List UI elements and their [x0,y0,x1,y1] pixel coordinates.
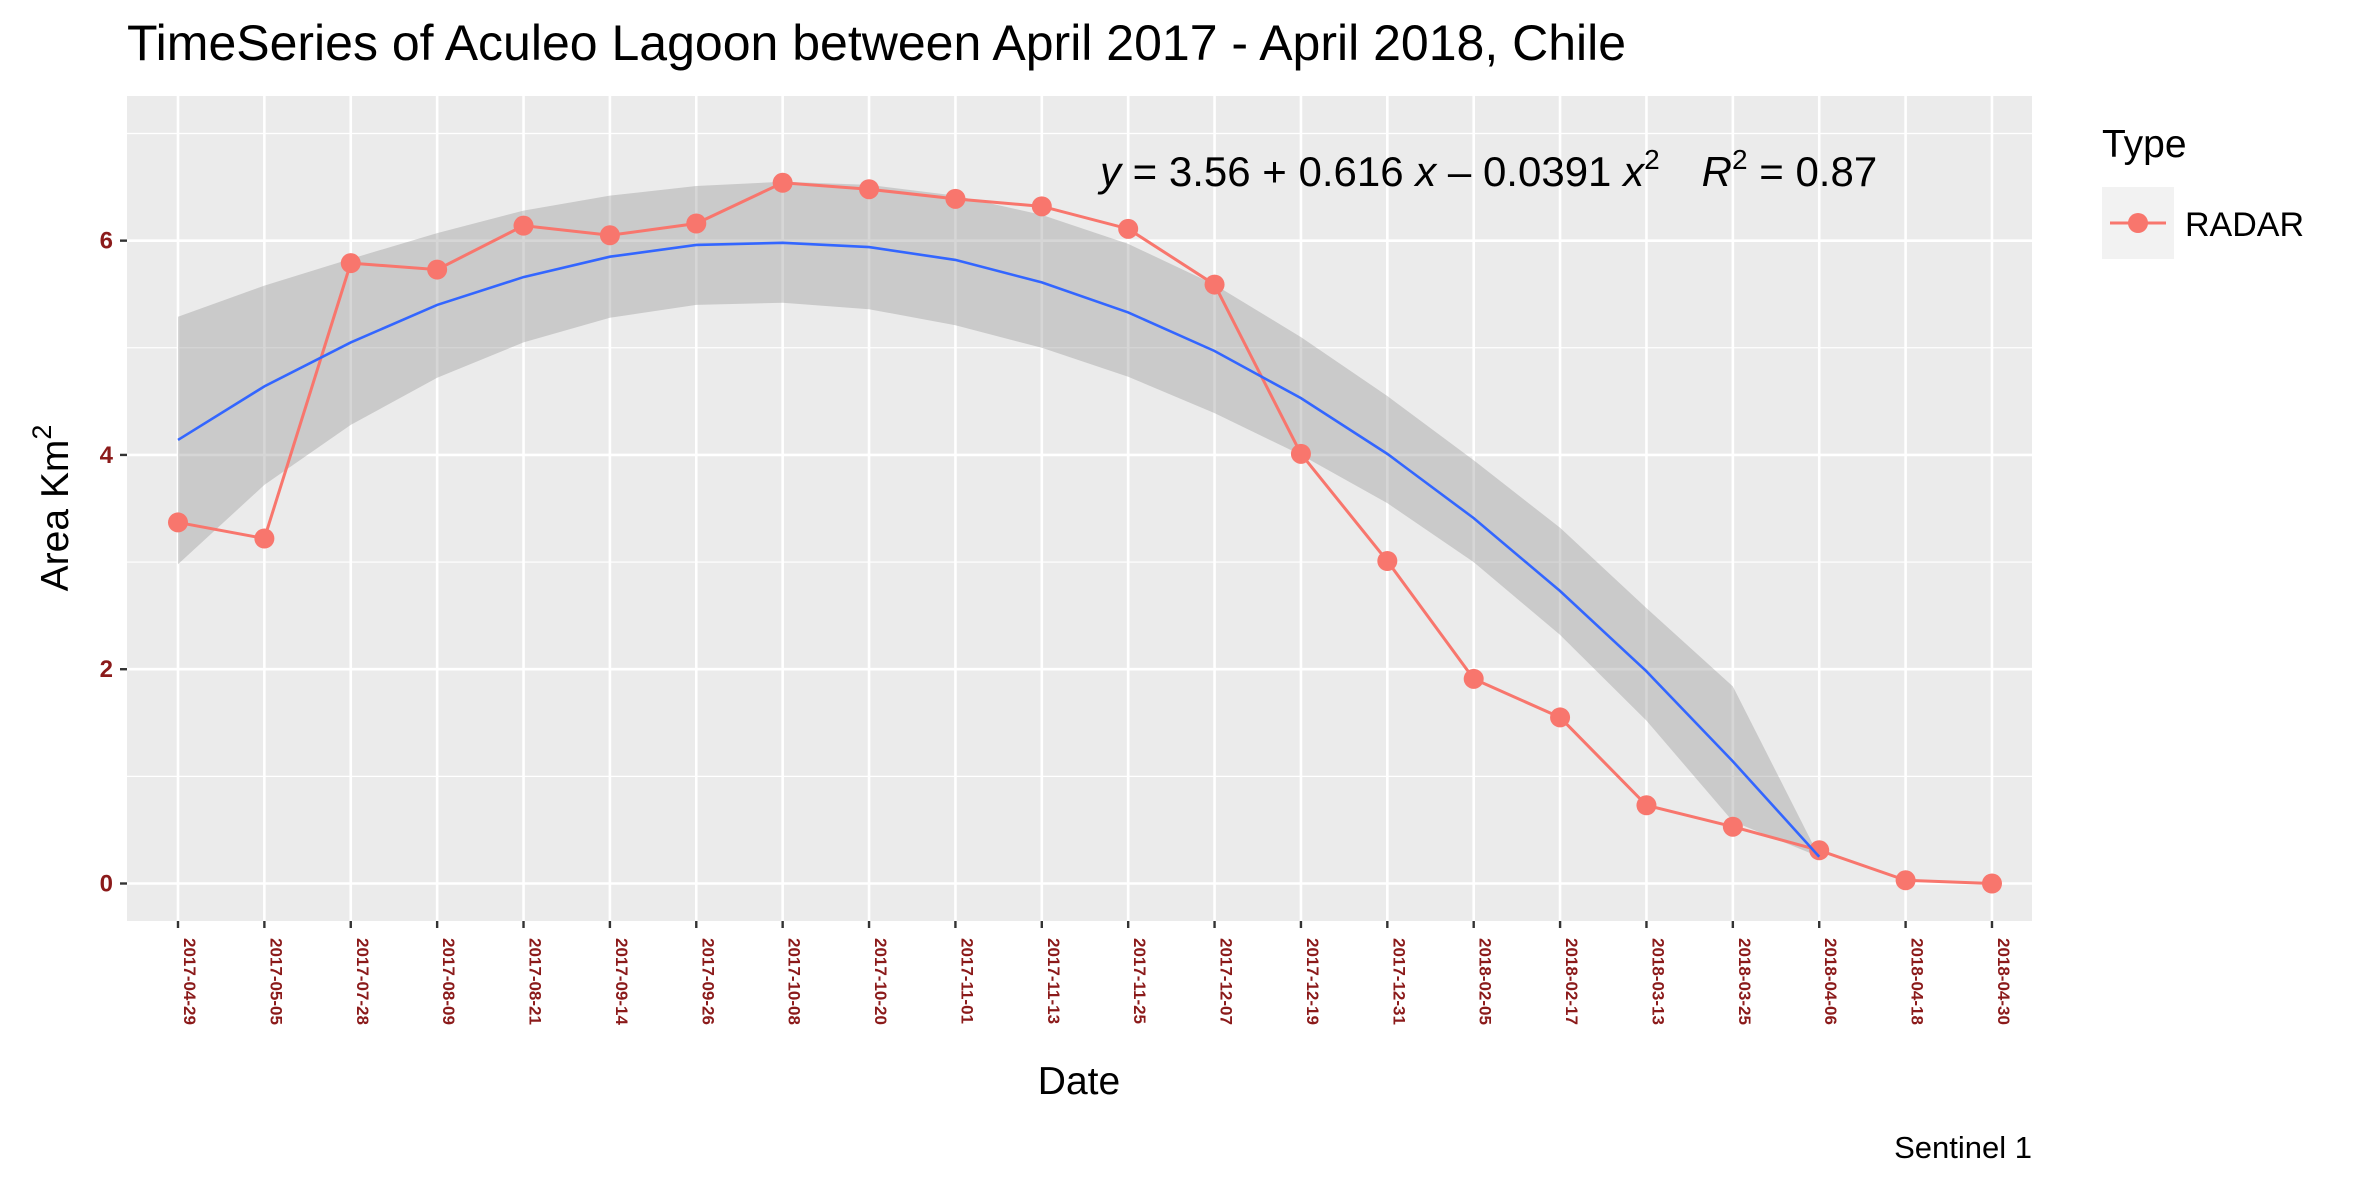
eq-r-exponent: 2 [1732,144,1748,175]
x-tick-label: 2018-04-18 [1908,938,1927,1025]
radar-point [599,225,620,246]
x-tick-label: 2017-11-25 [1130,938,1149,1024]
x-tick-label: 2017-12-07 [1217,938,1236,1025]
y-tick-label: 0 [100,871,113,898]
x-tick-label: 2017-05-05 [266,938,285,1025]
x-tick-label: 2017-08-09 [439,938,458,1025]
eq-x2-exponent: 2 [1644,144,1660,175]
y-axis-title: Area Km2 [27,425,77,592]
radar-point [772,172,793,193]
radar-point [254,528,275,549]
x-tick-label: 2017-11-01 [957,938,976,1024]
x-tick-label: 2017-10-20 [871,938,890,1025]
radar-point [1377,551,1398,571]
eq-coeffs: = 3.56 + 0.616 [1121,148,1415,195]
legend-key-point [2128,213,2148,233]
radar-point [168,512,188,533]
x-tick-label: 2017-09-26 [698,938,717,1025]
radar-point [1809,840,1830,861]
legend-label-radar: RADAR [2185,206,2304,244]
eq-x2: x [1621,148,1646,195]
radar-point [945,188,966,209]
x-tick-label: 2017-08-21 [526,938,545,1025]
grid-major [127,96,2032,921]
radar-point [427,259,448,280]
radar-point [513,215,534,236]
axis-ticks: 0 2 4 6 2017-04-29 2017-05-05 2017-07-28 2017-0… [100,228,2013,1026]
legend-title: Type [2102,123,2187,166]
radar-point [1636,795,1657,816]
x-tick-label: 2017-12-31 [1389,938,1408,1025]
eq-r: R [1702,148,1732,195]
grid-minor [127,132,2032,777]
x-tick-label: 2017-04-29 [180,938,199,1025]
x-tick-label: 2017-12-19 [1303,938,1322,1025]
radar-series [168,172,2002,894]
radar-point [1981,873,2002,894]
y-axis-title-text: Area Km [34,440,77,592]
x-tick-label: 2017-07-28 [353,938,372,1025]
eq-x1: x [1413,148,1438,195]
radar-point [1895,870,1916,891]
radar-point [1204,274,1225,295]
eq-r-value: = 0.87 [1748,148,1878,195]
eq-quad-coeff: – 0.0391 [1436,148,1623,195]
y-tick-label: 6 [100,228,113,255]
radar-point [340,253,361,274]
radar-point [1118,218,1139,239]
regression-equation: y = 3.56 + 0.616 x – 0.0391 x2 R2 = 0.87 [1097,144,1877,195]
x-tick-label: 2018-04-06 [1821,938,1840,1025]
y-axis-title-exponent: 2 [27,425,57,440]
eq-y: y [1097,148,1124,195]
x-tick-label: 2018-03-25 [1735,938,1754,1025]
radar-point [686,213,707,234]
confidence-band-area [178,181,1820,857]
radar-point [1290,443,1311,464]
chart-title: TimeSeries of Aculeo Lagoon between Apri… [127,15,1626,71]
x-tick-label: 2018-02-05 [1476,938,1495,1025]
radar-point [1722,816,1743,837]
radar-line [177,181,1993,885]
x-tick-label: 2018-03-13 [1648,938,1667,1025]
caption: Sentinel 1 [1894,1130,2032,1165]
x-tick-label: 2017-09-14 [612,938,631,1026]
y-tick-label: 2 [100,656,113,683]
radar-point [1550,707,1571,728]
fit-line-group [177,241,1821,858]
radar-point [1031,196,1052,217]
x-tick-label: 2018-04-30 [1994,938,2013,1025]
radar-point [859,179,880,200]
y-tick-label: 4 [100,442,114,469]
confidence-band [178,181,1820,857]
x-tick-label: 2017-11-13 [1044,938,1063,1024]
x-tick-label: 2018-02-17 [1562,938,1581,1025]
x-axis-title: Date [1038,1060,1120,1103]
fit-line [177,241,1821,858]
plot-panel [127,96,2032,921]
legend: Type RADAR [2102,123,2304,259]
radar-point [1463,668,1484,689]
x-tick-label: 2017-10-08 [785,938,804,1025]
